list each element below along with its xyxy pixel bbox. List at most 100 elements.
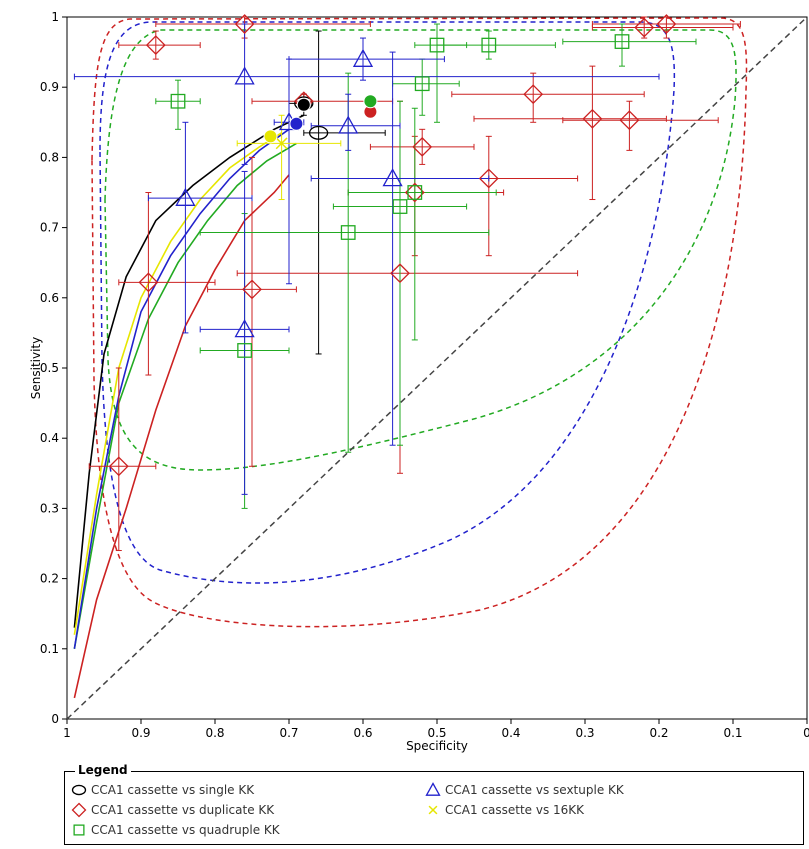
summary-point bbox=[263, 129, 278, 144]
confidence-region bbox=[91, 17, 748, 628]
sroc-curve bbox=[73, 114, 305, 628]
legend-label: CCA1 cassette vs duplicate KK bbox=[91, 803, 275, 817]
legend-label: CCA1 cassette vs 16KK bbox=[445, 803, 585, 817]
legend-label: CCA1 cassette vs sextuple KK bbox=[445, 783, 624, 797]
sroc-curve bbox=[73, 132, 283, 635]
diamond-marker bbox=[108, 456, 129, 477]
y-tick-label: 0.7 bbox=[40, 221, 59, 235]
x-tick-label: 0.7 bbox=[279, 726, 298, 740]
triangle-marker bbox=[352, 48, 374, 67]
diamond-marker bbox=[390, 263, 410, 284]
y-tick-label: 0.4 bbox=[40, 431, 59, 445]
x-tick-label: 0.9 bbox=[131, 726, 150, 740]
triangle-marker bbox=[338, 115, 359, 134]
summary-point bbox=[296, 97, 311, 112]
circle-marker bbox=[71, 784, 87, 796]
sroc-curve bbox=[73, 142, 297, 649]
y-tick-label: 0.8 bbox=[40, 150, 59, 164]
error-bar bbox=[155, 79, 201, 130]
study-markers bbox=[108, 14, 677, 477]
legend-item: CCA1 cassette vs sextuple KK bbox=[425, 782, 624, 798]
error-bar bbox=[88, 367, 157, 552]
y-tick-label: 0.2 bbox=[40, 572, 59, 586]
x-axis-ticks: 1 0.9 0.8 0.7 0.6 0.5 0.4 0.3 0.2 0.1 0 bbox=[63, 719, 809, 740]
error-bar bbox=[199, 170, 290, 495]
diamond-marker bbox=[138, 272, 159, 293]
legend-swatch-triangle-icon bbox=[425, 782, 441, 796]
summary-points bbox=[263, 94, 378, 144]
summary-point bbox=[289, 116, 304, 131]
x-tick-label: 0.3 bbox=[575, 726, 594, 740]
triangle-marker bbox=[175, 187, 196, 206]
triangle-marker bbox=[234, 319, 255, 338]
x-marker bbox=[428, 805, 438, 815]
legend-item: CCA1 cassette vs quadruple KK bbox=[71, 822, 280, 838]
y-tick-label: 0.5 bbox=[40, 361, 59, 375]
y-tick-label: 0 bbox=[51, 712, 59, 726]
square-marker bbox=[414, 76, 430, 92]
legend-swatch-square-icon bbox=[73, 824, 85, 836]
error-bar bbox=[562, 23, 697, 67]
triangle-marker bbox=[234, 66, 255, 85]
sroc-curves bbox=[73, 114, 305, 699]
legend-item: CCA1 cassette vs single KK bbox=[71, 782, 254, 798]
y-tick-label: 0.9 bbox=[40, 80, 59, 94]
error-bar bbox=[118, 192, 216, 376]
diamond-marker bbox=[582, 108, 603, 129]
reference-line bbox=[66, 16, 808, 720]
square-marker bbox=[392, 199, 408, 214]
legend-box: Legend CCA1 cassette vs single KK CCA1 ca… bbox=[64, 763, 804, 845]
diamond-marker bbox=[656, 14, 677, 34]
legend-label: CCA1 cassette vs single KK bbox=[91, 783, 255, 797]
triangle-marker bbox=[425, 782, 441, 796]
legend-swatch-diamond-icon bbox=[71, 802, 87, 818]
x-tick-label: 0.2 bbox=[649, 726, 668, 740]
error-bar bbox=[310, 93, 401, 151]
diamond-marker bbox=[619, 110, 640, 131]
error-bar bbox=[436, 30, 556, 60]
error-bar bbox=[451, 72, 645, 123]
legend-item: CCA1 cassette vs 16KK bbox=[425, 802, 584, 818]
error-bar bbox=[207, 156, 297, 467]
diamond-marker bbox=[242, 279, 262, 300]
diamond-marker bbox=[145, 35, 166, 55]
sroc-curve bbox=[73, 128, 290, 649]
diamond-marker bbox=[634, 17, 655, 38]
diamond-marker bbox=[478, 168, 499, 189]
error-bar bbox=[147, 121, 253, 334]
diamond-marker bbox=[234, 14, 255, 34]
error-bar bbox=[236, 100, 579, 474]
error-bar bbox=[347, 135, 505, 257]
error-bars bbox=[73, 16, 741, 552]
circle-marker bbox=[308, 125, 329, 140]
diamond-marker bbox=[404, 182, 425, 203]
error-bar bbox=[332, 100, 468, 446]
error-bar bbox=[369, 128, 475, 165]
y-tick-label: 0.6 bbox=[40, 291, 59, 305]
confidence-region bbox=[99, 21, 676, 584]
x-marker bbox=[275, 137, 288, 150]
y-axis-title: Sensitivity bbox=[29, 337, 43, 399]
x-tick-label: 0.5 bbox=[427, 726, 446, 740]
confidence-regions bbox=[91, 17, 748, 628]
error-bar bbox=[118, 30, 201, 60]
error-bar bbox=[288, 37, 445, 81]
error-bar bbox=[473, 65, 667, 201]
diamond-marker bbox=[412, 136, 433, 157]
error-bar bbox=[562, 100, 719, 151]
y-tick-label: 0.3 bbox=[40, 501, 59, 515]
error-bar bbox=[591, 16, 734, 39]
x-axis-title: Specificity bbox=[406, 739, 468, 753]
x-tick-label: 0.8 bbox=[205, 726, 224, 740]
y-axis-ticks: 0 0.1 0.2 0.3 0.4 0.5 0.6 0.7 0.8 0.9 1 bbox=[40, 10, 67, 726]
x-tick-label: 0.6 bbox=[353, 726, 372, 740]
error-bar bbox=[392, 58, 460, 116]
y-tick-label: 1 bbox=[51, 10, 59, 24]
legend-label: CCA1 cassette vs quadruple KK bbox=[91, 823, 280, 837]
square-marker bbox=[170, 93, 186, 109]
square-marker bbox=[407, 185, 423, 200]
square-marker bbox=[340, 225, 356, 240]
summary-point bbox=[363, 94, 378, 109]
error-bar bbox=[273, 58, 305, 285]
x-tick-label: 0 bbox=[803, 726, 809, 740]
